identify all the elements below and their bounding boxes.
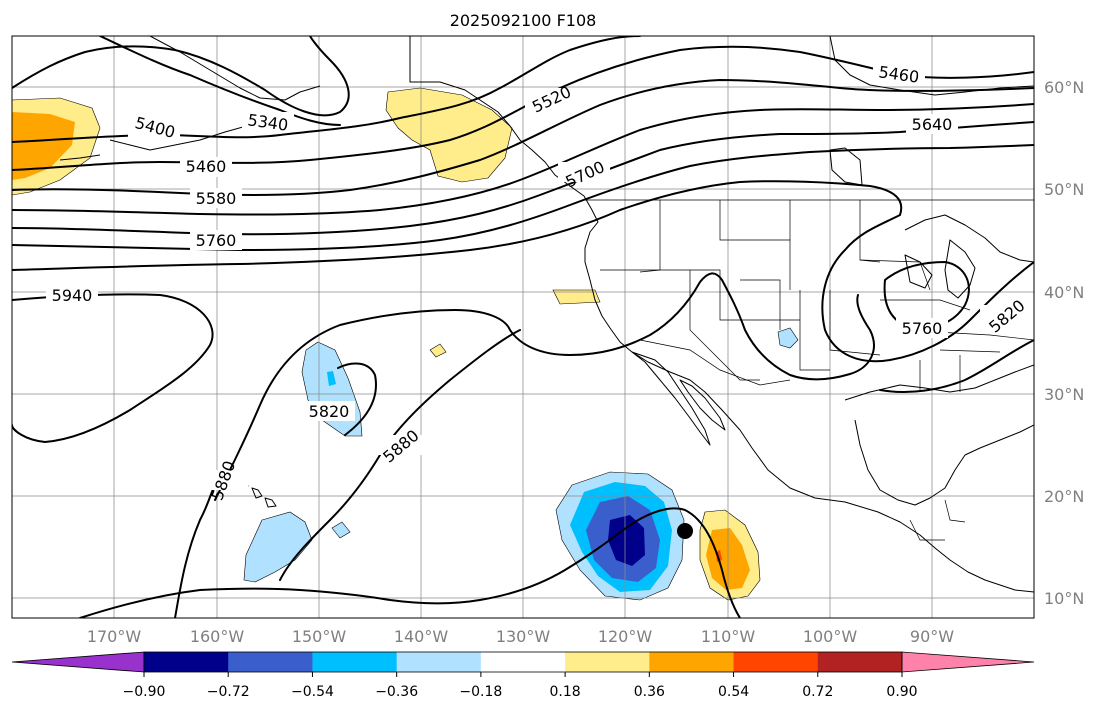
anomaly-negative-small <box>331 521 351 539</box>
lat-label-10: 10°N <box>1044 589 1084 608</box>
lon-label-150w: 150°W <box>292 627 347 646</box>
colorbar-tick-label: 0.72 <box>802 684 833 700</box>
lat-label-40: 40°N <box>1044 283 1084 302</box>
lat-label-60: 60°N <box>1044 78 1084 97</box>
colorbar-tick-label: −0.72 <box>207 684 250 700</box>
lon-label-110w: 110°W <box>701 627 756 646</box>
colorbar-tick-label: 0.54 <box>718 684 749 700</box>
lon-label-170w: 170°W <box>87 627 142 646</box>
colorbar-segment <box>312 652 398 672</box>
contour-label-5940: 5940 <box>52 286 93 305</box>
colorbar-extend-low <box>11 651 145 673</box>
storm-center-marker <box>677 523 693 539</box>
lat-label-50: 50°N <box>1044 180 1084 199</box>
colorbar-segment <box>565 652 650 672</box>
anomaly-positive-west-core <box>12 112 75 180</box>
contour-label-5760-east: 5760 <box>902 319 943 338</box>
political-borders <box>585 199 1034 541</box>
contour-label-5640: 5640 <box>912 115 953 134</box>
colorbar-tick-label: 0.18 <box>550 684 581 700</box>
colorbar-segment <box>733 652 819 672</box>
colorbar-tick-label: −0.54 <box>291 684 334 700</box>
colorbar-border <box>143 651 903 673</box>
graticule <box>12 36 1034 618</box>
colorbar-tick-label: −0.36 <box>375 684 418 700</box>
colorbar-tick-label: 0.36 <box>634 684 665 700</box>
lat-label-30: 30°N <box>1044 385 1084 404</box>
anomaly-negative-southwest <box>243 511 313 583</box>
longitude-labels: 170°W 160°W 150°W 140°W 130°W 120°W 110°… <box>87 627 954 646</box>
anomaly-positive-california <box>552 289 601 305</box>
colorbar-tick-label: −0.18 <box>459 684 502 700</box>
lat-label-20: 20°N <box>1044 487 1084 506</box>
anomaly-positive-small <box>429 343 447 358</box>
colorbar-segment <box>396 652 482 672</box>
anomaly-negative-mexico-core <box>608 515 645 566</box>
anomaly-negative-hawaii-core <box>327 371 336 386</box>
colorbar-segment <box>817 652 903 672</box>
colorbar <box>11 651 1035 673</box>
colorbar-tick-label: 0.90 <box>886 684 917 700</box>
colorbar-extend-high <box>901 651 1035 673</box>
colorbar-tick-label: −0.90 <box>123 684 166 700</box>
map-frame <box>11 35 1035 619</box>
contour-label-5760-west: 5760 <box>196 231 237 250</box>
map-title: 2025092100 F108 <box>450 11 597 30</box>
lon-label-100w: 100°W <box>803 627 858 646</box>
lon-label-130w: 130°W <box>496 627 551 646</box>
contour-label-5460-west: 5460 <box>186 157 227 176</box>
colorbar-segment <box>649 652 735 672</box>
lon-label-90w: 90°W <box>910 627 954 646</box>
contour-label-5820-hawaii: 5820 <box>309 402 350 421</box>
anomaly-negative-arizona <box>777 327 799 349</box>
colorbar-ticks: −0.90 −0.72 −0.54 −0.36 −0.18 0.18 0.36 0.54 0.7… <box>123 672 918 700</box>
colorbar-segment <box>228 652 313 672</box>
lon-label-160w: 160°W <box>190 627 245 646</box>
lon-label-140w: 140°W <box>394 627 449 646</box>
contour-label-5580: 5580 <box>196 189 237 208</box>
contour-label-group: 5340 5400 5460 5520 5580 5640 5700 5760 … <box>46 62 1032 503</box>
colorbar-segment <box>144 652 229 672</box>
latitude-labels: 60°N 50°N 40°N 30°N 20°N 10°N <box>1044 78 1084 608</box>
coastlines <box>59 36 1034 593</box>
anomaly-positive-alaska <box>385 87 513 183</box>
lon-label-120w: 120°W <box>598 627 653 646</box>
colorbar-segment <box>480 652 566 672</box>
map-area: 5340 5400 5460 5520 5580 5640 5700 5760 … <box>12 36 1034 618</box>
